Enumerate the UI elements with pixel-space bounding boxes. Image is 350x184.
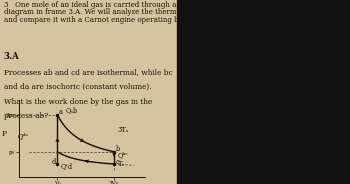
Text: a: a <box>58 108 63 116</box>
Y-axis label: P: P <box>2 130 7 138</box>
Text: Qᵇᶜ: Qᵇᶜ <box>118 152 128 160</box>
Text: 3.A: 3.A <box>4 52 19 61</box>
Text: Processes ab and cd are isothermal, while bc: Processes ab and cd are isothermal, whil… <box>4 68 172 76</box>
Text: Qₐb: Qₐb <box>66 106 78 114</box>
Text: Qᶜd: Qᶜd <box>60 162 72 170</box>
Text: 3   One mole of an ideal gas is carried through a reversible, cyclic process des: 3 One mole of an ideal gas is carried th… <box>4 1 341 9</box>
Text: process ab?: process ab? <box>4 112 48 120</box>
Text: d: d <box>51 158 56 166</box>
Text: and da are isochoric (constant volume).: and da are isochoric (constant volume). <box>4 83 151 91</box>
Text: Qᵈᵃ: Qᵈᵃ <box>17 133 28 141</box>
Text: Tₐ: Tₐ <box>118 160 125 168</box>
Text: What is the work done by the gas in the: What is the work done by the gas in the <box>4 98 152 105</box>
Text: c: c <box>116 158 119 167</box>
Text: diagram in frame 3.A. We will analyze the thermal efficiency of an engine operat: diagram in frame 3.A. We will analyze th… <box>4 8 349 16</box>
Text: 3Tₐ: 3Tₐ <box>118 126 129 135</box>
Text: and compare it with a Carnot engine operating between T₁ and T₂.: and compare it with a Carnot engine oper… <box>4 16 241 24</box>
Bar <box>177 0 350 184</box>
Text: b: b <box>116 145 120 153</box>
